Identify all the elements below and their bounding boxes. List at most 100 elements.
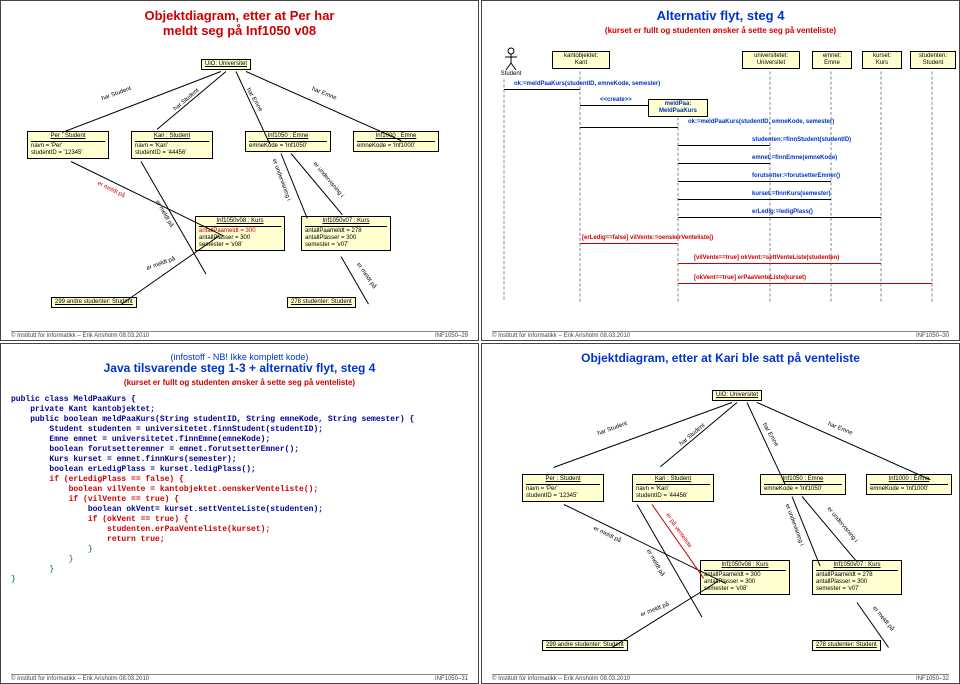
e1000-head: Inf1000 : Emne <box>870 476 948 483</box>
per-a: navn = 'Per' <box>526 486 557 492</box>
footer-right: INF1050–31 <box>435 676 468 682</box>
kari-b: studentID = '44456' <box>135 150 187 156</box>
edge <box>62 71 221 133</box>
k07-c: semester = 'v07' <box>816 586 859 592</box>
m6: kurset:=finnKurs(semester) <box>752 191 831 197</box>
head-kurs: kurset: Kurs <box>862 51 902 69</box>
slide-title: Objektdiagram, etter at Kari ble satt på… <box>492 352 949 366</box>
k08-b: antallPlasser = 300 <box>199 235 250 241</box>
e1050-head: Inf1050 : Emne <box>249 133 327 140</box>
kari-head: Kari : Student <box>135 133 209 140</box>
lifeline <box>881 72 882 302</box>
kari-box: Kari : Student navn = 'Kari' studentID =… <box>632 474 714 502</box>
slide-footer: © Institutt for informatikk – Erik Arish… <box>11 674 468 682</box>
k08-head: Inf1050v08 : Kurs <box>704 562 786 569</box>
slide-32: Objektdiagram, etter at Kari ble satt på… <box>481 343 960 684</box>
per-b: studentID = '12345' <box>31 150 83 156</box>
arrow <box>504 89 580 90</box>
kari-box: Kari : Student navn = 'Kari' studentID =… <box>131 131 213 159</box>
footer-left: © Institutt for informatikk – Erik Arish… <box>492 676 630 682</box>
slide-29: Objektdiagram, etter at Per har meldt se… <box>0 0 479 341</box>
lifeline <box>770 72 771 302</box>
m7: erLedig:=ledigPlass() <box>752 209 813 215</box>
arrow <box>678 163 770 164</box>
slide-footer: © Institutt for informatikk – Erik Arish… <box>11 331 468 339</box>
lbl-und2: er undervisning i <box>312 161 345 199</box>
slide-subtitle: (kurset er fullt og studenten ønsker å s… <box>492 26 949 35</box>
footer-right: INF1050–29 <box>435 333 468 339</box>
footer-left: © Institutt for informatikk – Erik Arish… <box>11 676 149 682</box>
lbl-harEmne: har Emne <box>761 422 779 448</box>
slide-footer: © Institutt for informatikk – Erik Arish… <box>492 674 949 682</box>
lbl-harEmne2: har Emne <box>311 86 337 101</box>
slide-30: Alternativ flyt, steg 4 (kurset er fullt… <box>481 0 960 341</box>
footer-left: © Institutt for informatikk – Erik Arish… <box>11 333 149 339</box>
e1050-a: emneKode = 'Inf1050' <box>249 143 307 149</box>
k07-a: antallPaameldt = 278 <box>816 572 873 578</box>
lbl-und1: er undervisning i <box>271 158 292 201</box>
per-box: Per : Student navn = 'Per' studentID = '… <box>27 131 109 159</box>
arrow <box>678 199 831 200</box>
head-kant: kantobjektet: Kant <box>552 51 610 69</box>
k08-head: Inf1050v08 : Kurs <box>199 218 281 225</box>
uio-label: UiO: Universitet <box>205 61 247 68</box>
e1050-head: Inf1050 : Emne <box>764 476 842 483</box>
slide-title: Java tilsvarende steg 1-3 + alternativ f… <box>11 362 468 376</box>
per-b: studentID = '12345' <box>526 493 578 499</box>
edge <box>553 402 732 468</box>
slide-title: Alternativ flyt, steg 4 <box>492 9 949 24</box>
head-univ: universitetet: Universitet <box>742 51 800 69</box>
per-head: Per : Student <box>31 133 105 140</box>
278-box: 278 studenter: Student <box>812 640 881 651</box>
k07-b: antallPlasser = 300 <box>816 579 867 585</box>
kurs08-box: Inf1050v08 : Kurs antallPaameldt = 300 a… <box>195 216 285 251</box>
lbl-harStudent2: har Student <box>679 423 707 448</box>
kari-a: navn = 'Kari' <box>636 486 669 492</box>
head-stud: studenten: Student <box>910 51 956 69</box>
k07-a: antallPaameldt = 278 <box>305 228 362 234</box>
head-emne: emnet: Emne <box>812 51 852 69</box>
meldpaa-box: meldPaa: MeldPaaKurs <box>648 99 708 117</box>
edge <box>157 71 227 130</box>
stickman-icon <box>503 47 519 71</box>
k07-c: semester = 'v07' <box>305 242 348 248</box>
m5: forutsetter:=forutsetterEmner() <box>752 173 840 179</box>
m2: ok:=meldPaaKurs(studentID, emneKode, sem… <box>688 119 834 125</box>
actor-student: Student <box>496 47 526 77</box>
slide-title: Objektdiagram, etter at Per har meldt se… <box>11 9 468 39</box>
slide-footer: © Institutt for informatikk – Erik Arish… <box>492 331 949 339</box>
g3: [okVent==true] erPaaVenteListe(kurset) <box>694 275 806 281</box>
lbl-harStudent: har Student <box>597 421 628 437</box>
edge <box>612 581 719 648</box>
footer-left: © Institutt for informatikk – Erik Arish… <box>492 333 630 339</box>
edge <box>660 402 737 467</box>
slide-subtitle: (kurset er fullt og studenten ønsker å s… <box>11 378 468 387</box>
e1050-a: emneKode = 'Inf1050' <box>764 486 822 492</box>
per-a: navn = 'Per' <box>31 143 62 149</box>
uio-box: UiO: Universitet <box>712 390 762 401</box>
actor-label: Student <box>501 71 522 77</box>
per-box: Per : Student navn = 'Per' studentID = '… <box>522 474 604 502</box>
lbl-meldt2: er meldt på <box>640 602 670 619</box>
278-box: 278 studenter: Student <box>287 297 356 308</box>
uio-label: UiO: Universitet <box>716 392 758 399</box>
lifeline <box>504 80 505 300</box>
lbl-und1: er undervisning i <box>784 503 805 546</box>
s278: 278 studenter: Student <box>816 642 877 649</box>
g1: [erLedig==false] vilVente:=oenskerVentel… <box>582 235 713 241</box>
uio-box: UiO: Universitet <box>201 59 251 70</box>
k07-head: Inf1050v07 : Kurs <box>305 218 387 225</box>
lbl-meldt1: er meldt på <box>592 526 622 545</box>
arrow <box>678 283 932 284</box>
kari-b: studentID = '44456' <box>636 493 688 499</box>
lbl-meldt1: er meldt på <box>96 181 126 200</box>
lbl-und2: er undervisning i <box>826 506 859 544</box>
m4: emnet:=finnEmne(emneKode) <box>752 155 837 161</box>
arrow <box>678 263 881 264</box>
edge <box>564 504 726 584</box>
e1000-a: emneKode = 'Inf1000' <box>357 143 415 149</box>
e1000-a: emneKode = 'Inf1000' <box>870 486 928 492</box>
k08-c: semester = 'v08' <box>704 586 747 592</box>
edge <box>757 402 931 480</box>
arrow <box>580 243 678 244</box>
